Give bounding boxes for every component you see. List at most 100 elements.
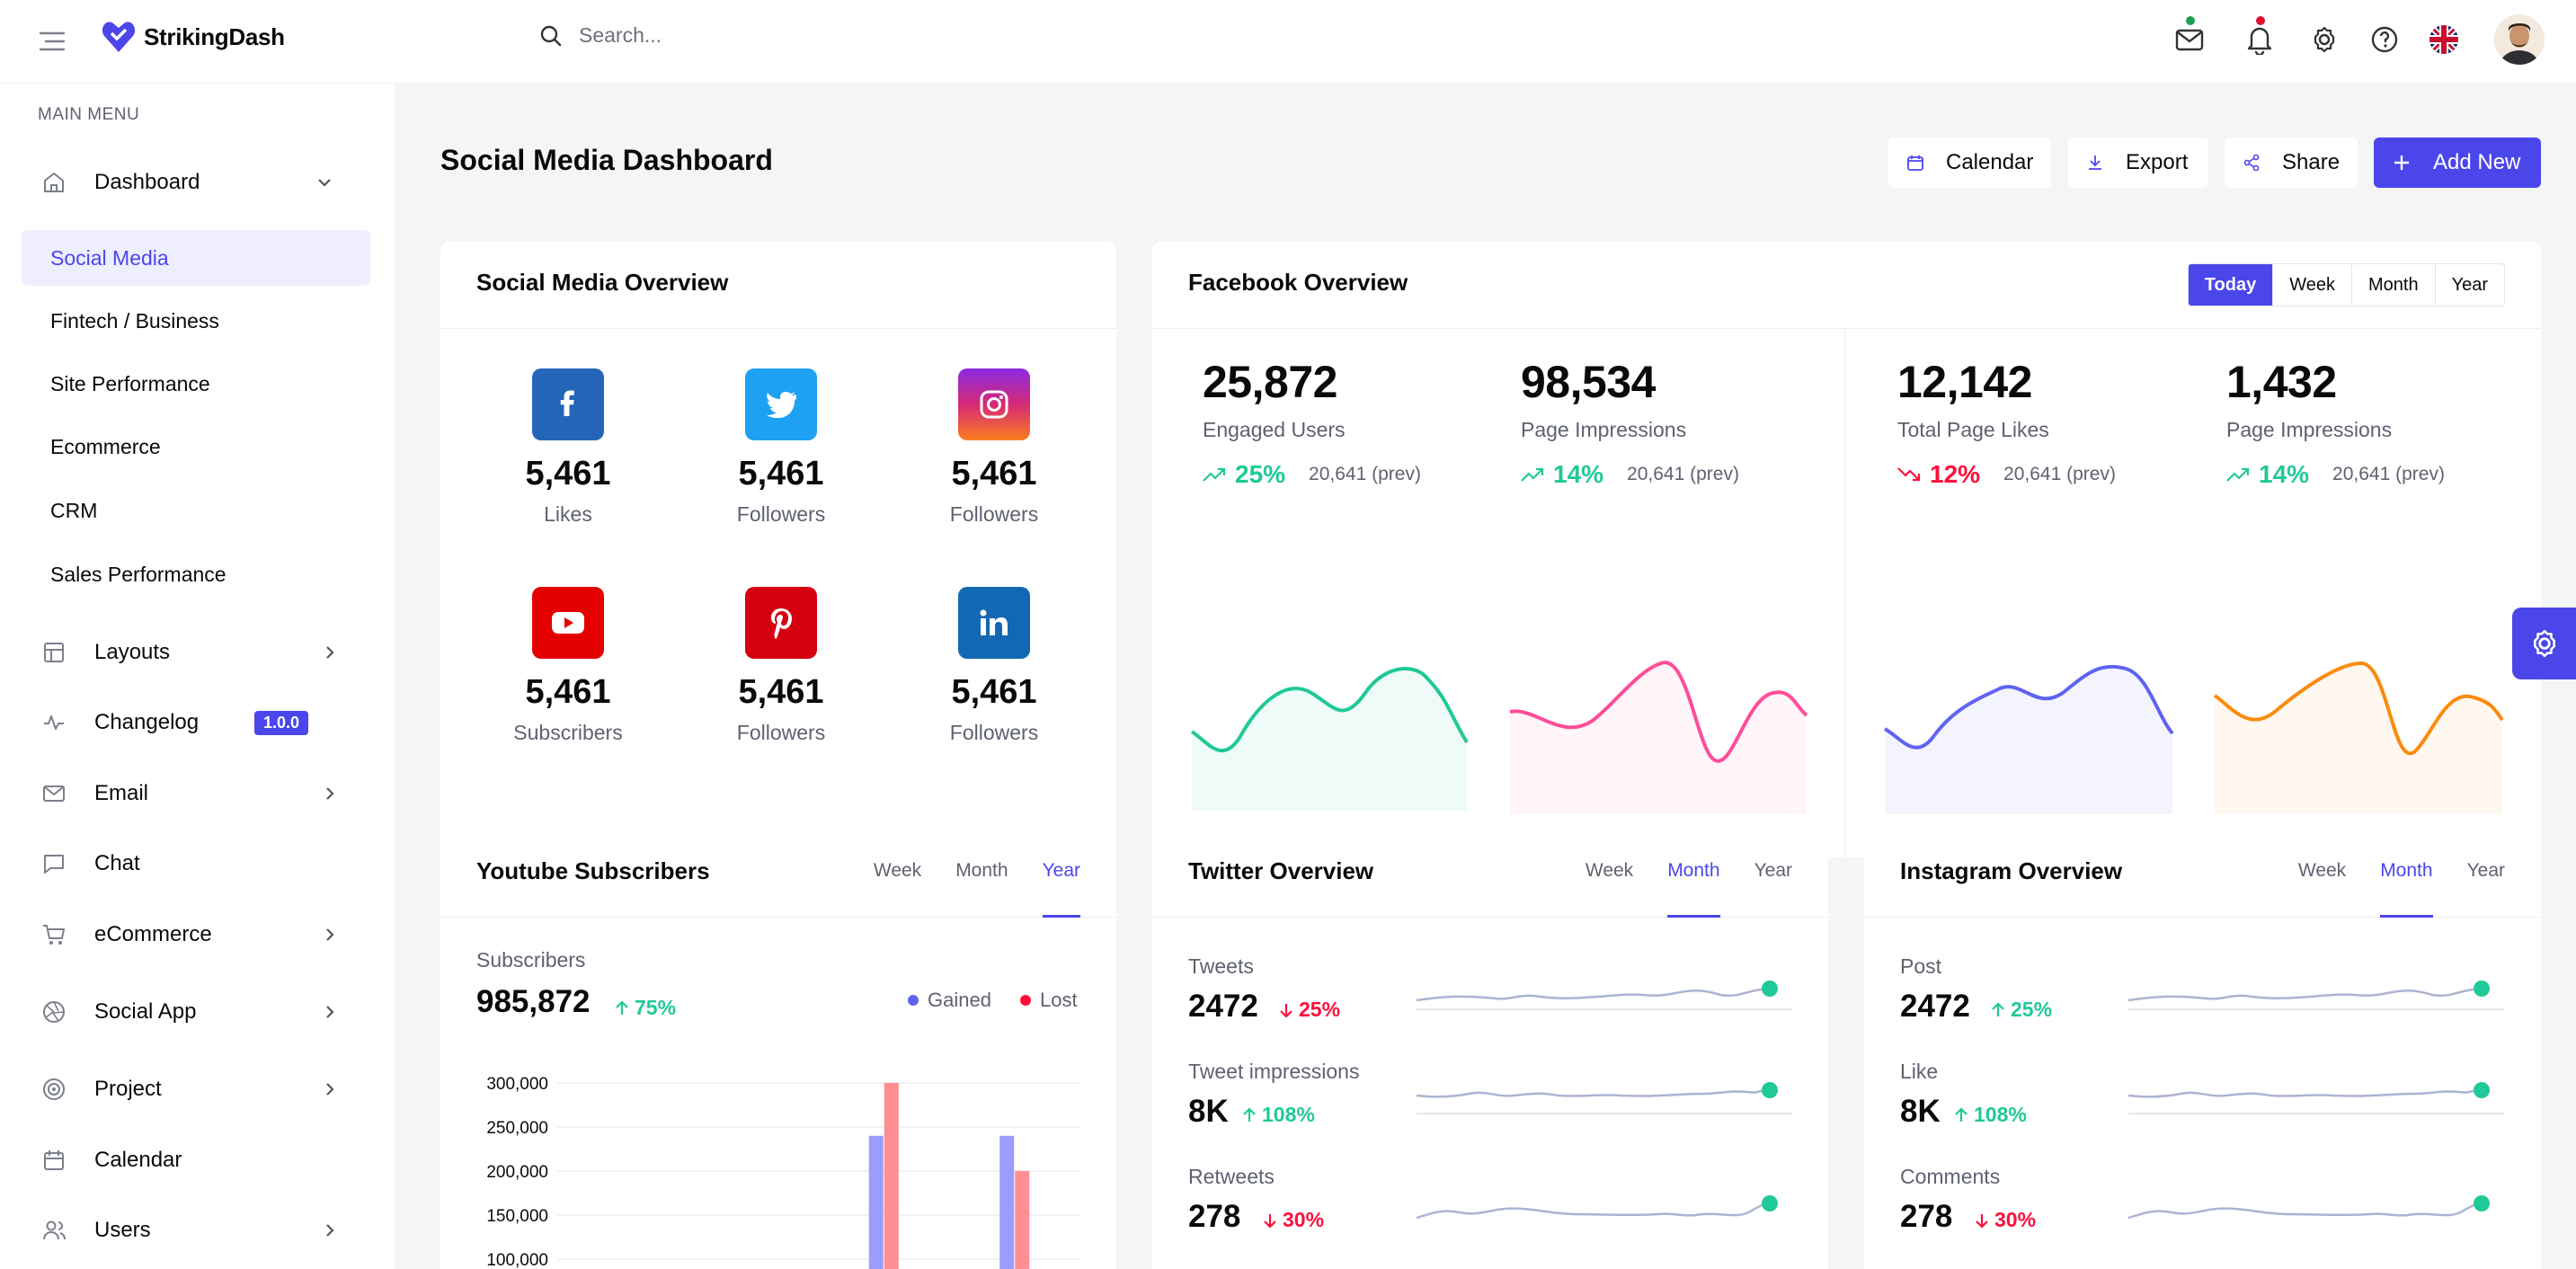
- post-value: 2472: [1900, 989, 1970, 1024]
- arrow-up-icon: [613, 999, 631, 1017]
- retweets-sparkline: [1416, 1195, 1778, 1220]
- uk-flag-icon[interactable]: [2424, 20, 2464, 59]
- twitter-icon: [745, 368, 817, 440]
- like-value: 8K: [1900, 1094, 1941, 1129]
- chevron-down-icon: [315, 173, 334, 192]
- total-page-likes-value: 12,142: [1897, 357, 2032, 407]
- tab-month[interactable]: Month: [2380, 860, 2433, 918]
- sidebar-sub-ecommerce[interactable]: Ecommerce: [50, 434, 161, 458]
- comments-value: 278: [1900, 1199, 1953, 1234]
- tab-month[interactable]: Month: [955, 860, 1008, 881]
- tab-week[interactable]: Week: [2297, 860, 2347, 881]
- page-impressions-2-sparkline: [2213, 661, 2504, 814]
- social-stat-linkedin: 5,461 Followers: [918, 587, 1070, 745]
- sidebar-sub-fintech[interactable]: Fintech / Business: [50, 308, 219, 333]
- period-month[interactable]: Month: [2350, 264, 2435, 306]
- sidebar-sub-social-media[interactable]: Social Media: [22, 230, 370, 286]
- instagram-icon: [958, 368, 1030, 440]
- tab-year[interactable]: Year: [1042, 860, 1081, 918]
- bell-icon[interactable]: [2240, 16, 2279, 59]
- chevron-right-icon: [320, 925, 340, 945]
- card-header: Twitter Overview Week Month Year: [1152, 830, 1828, 918]
- tab-year[interactable]: Year: [2466, 860, 2505, 881]
- export-button[interactable]: Export: [2068, 138, 2208, 188]
- share-button[interactable]: Share: [2225, 138, 2358, 188]
- sidebar-item-label: Dashboard: [94, 170, 200, 194]
- like-change: 108%: [1952, 1103, 2027, 1127]
- user-avatar[interactable]: [2494, 14, 2545, 65]
- page-impressions-2-change: 14% 20,641 (prev): [2226, 460, 2445, 489]
- sidebar-item-users[interactable]: Users: [0, 1203, 396, 1257]
- logo[interactable]: StrikingDash: [101, 20, 285, 54]
- search-input[interactable]: [579, 23, 938, 48]
- engaged-users-sparkline: [1190, 667, 1469, 811]
- settings-gear-icon[interactable]: [2305, 20, 2344, 59]
- social-media-overview-card: Social Media Overview 5,461 Likes 5,461 …: [440, 241, 1116, 877]
- sidebar-item-calendar[interactable]: Calendar: [0, 1133, 396, 1187]
- y-tick-label: 150,000: [486, 1207, 548, 1226]
- tweet-impressions-label: Tweet impressions: [1188, 1060, 1360, 1083]
- subscribers-change: 75%: [613, 996, 676, 1020]
- sidebar-sub-crm[interactable]: CRM: [50, 498, 98, 522]
- bar-gained: [999, 1135, 1015, 1269]
- tab-week[interactable]: Week: [873, 860, 922, 881]
- tweets-sparkline: [1416, 981, 1792, 1010]
- tab-week[interactable]: Week: [1585, 860, 1634, 881]
- twitter-overview-card: Twitter Overview Week Month Year Tweets …: [1152, 830, 1828, 1269]
- card-title: Facebook Overview: [1188, 269, 1408, 296]
- main-menu-heading: MAIN MENU: [38, 105, 140, 124]
- card-header: Youtube Subscribers Week Month Year: [440, 830, 1116, 918]
- comments-sparkline: [2127, 1195, 2490, 1220]
- trend-up-icon: [1521, 466, 1544, 483]
- tab-month[interactable]: Month: [1667, 860, 1720, 918]
- chevron-right-icon: [320, 1002, 340, 1022]
- sidebar-item-chat[interactable]: Chat: [0, 837, 396, 891]
- page-impressions-sparkline: [1509, 661, 1808, 814]
- linkedin-icon: [958, 587, 1030, 659]
- tweet-impressions-value: 8K: [1188, 1094, 1229, 1129]
- like-sparkline: [2127, 1082, 2504, 1114]
- sidebar-item-ecommerce[interactable]: eCommerce: [0, 908, 396, 962]
- engaged-users-value: 25,872: [1203, 357, 1337, 407]
- sidebar-sub-site-performance[interactable]: Site Performance: [50, 371, 210, 395]
- period-year[interactable]: Year: [2434, 264, 2504, 306]
- y-tick-label: 250,000: [486, 1119, 548, 1138]
- tweets-label: Tweets: [1188, 954, 1254, 978]
- bar-gained: [868, 1135, 884, 1269]
- social-stat-pinterest: 5,461 Followers: [705, 587, 857, 745]
- twitter-tabs: Week Month Year: [1586, 860, 1792, 918]
- total-page-likes-change: 12% 20,641 (prev): [1897, 460, 2116, 489]
- customizer-gear-button[interactable]: [2512, 608, 2576, 679]
- youtube-icon: [532, 587, 604, 659]
- sidebar-item-dashboard[interactable]: Dashboard: [0, 155, 396, 209]
- post-change: 25%: [1989, 998, 2052, 1022]
- sidebar-item-layouts[interactable]: Layouts: [0, 626, 396, 679]
- search-icon: [539, 24, 563, 48]
- help-icon[interactable]: [2365, 20, 2404, 59]
- sidebar-item-project[interactable]: Project: [0, 1062, 396, 1116]
- mail-dot: [2186, 16, 2195, 25]
- post-sparkline: [2127, 981, 2504, 1010]
- period-week[interactable]: Week: [2272, 264, 2351, 306]
- y-tick-label: 200,000: [486, 1163, 548, 1182]
- sidebar-item-email[interactable]: Email: [0, 767, 396, 821]
- top-bar: StrikingDash: [0, 0, 2576, 84]
- period-today[interactable]: Today: [2188, 264, 2273, 306]
- add-new-button[interactable]: Add New: [2374, 138, 2541, 188]
- facebook-icon: [532, 368, 604, 440]
- sidebar-item-changelog[interactable]: Changelog 1.0.0: [0, 696, 396, 750]
- card-title: Youtube Subscribers: [476, 857, 710, 884]
- mail-icon[interactable]: [2170, 16, 2209, 59]
- y-tick-label: 100,000: [486, 1251, 548, 1269]
- sidebar: MAIN MENU Dashboard Social Media Fintech…: [0, 84, 396, 1269]
- tab-year[interactable]: Year: [1754, 860, 1792, 881]
- calendar-button[interactable]: Calendar: [1888, 138, 2051, 188]
- legend-gained: Gained: [908, 989, 991, 1012]
- hamburger-menu-icon[interactable]: [36, 27, 68, 56]
- divider: [1844, 329, 1845, 857]
- sidebar-item-social-app[interactable]: Social App: [0, 985, 396, 1039]
- sidebar-sub-sales-performance[interactable]: Sales Performance: [50, 562, 227, 586]
- legend-lost: Lost: [1020, 989, 1078, 1012]
- search-bar: [539, 23, 938, 48]
- arrow-up-icon: [1240, 1106, 1258, 1124]
